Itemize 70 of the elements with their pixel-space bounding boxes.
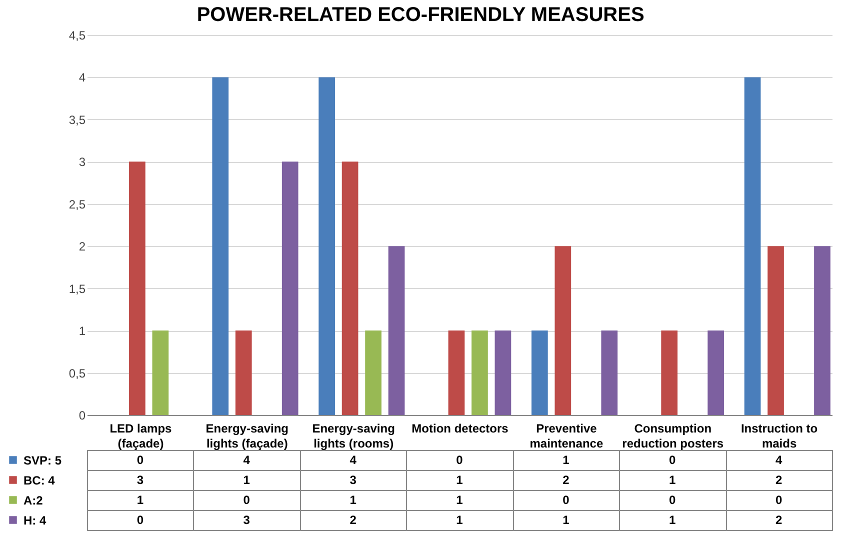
data-label: 1 bbox=[243, 473, 250, 487]
x-tick-label: Energy-saving lights (façade) bbox=[206, 422, 288, 450]
data-label: 0 bbox=[136, 453, 144, 467]
data-label: 0 bbox=[136, 513, 144, 527]
y-tick-label: 2 bbox=[78, 240, 86, 254]
chart-title: POWER-RELATED ECO-FRIENDLY MEASURES bbox=[196, 4, 644, 26]
x-tick-label: Preventive maintenance bbox=[530, 422, 604, 450]
y-tick-label: 0 bbox=[78, 408, 86, 422]
bar bbox=[448, 330, 465, 415]
data-label: 3 bbox=[350, 473, 357, 487]
data-label: 1 bbox=[456, 513, 464, 527]
legend-label: A:2 bbox=[24, 494, 44, 508]
data-label: 1 bbox=[562, 513, 570, 527]
y-tick-label: 1 bbox=[78, 324, 86, 338]
bar bbox=[494, 330, 512, 415]
bar bbox=[814, 246, 830, 415]
legend-label: BC: 4 bbox=[24, 474, 56, 488]
data-label: 3 bbox=[243, 513, 250, 527]
data-label: 0 bbox=[669, 493, 676, 507]
bar bbox=[601, 330, 618, 415]
y-tick-label: 0,5 bbox=[68, 366, 86, 380]
data-label: 2 bbox=[350, 513, 357, 527]
data-label: 1 bbox=[562, 453, 570, 467]
bar bbox=[744, 77, 761, 415]
bar bbox=[365, 330, 382, 415]
bar bbox=[235, 330, 252, 415]
data-label: 2 bbox=[562, 473, 570, 487]
bar bbox=[708, 330, 724, 415]
bar bbox=[388, 246, 405, 415]
data-label: 1 bbox=[669, 513, 676, 527]
data-label: 2 bbox=[775, 513, 782, 527]
x-tick-label: Instruction to maids bbox=[740, 422, 818, 450]
data-label: 0 bbox=[456, 453, 464, 467]
bar bbox=[472, 330, 488, 415]
x-tick-label: Consumption reduction posters bbox=[622, 422, 724, 450]
bar bbox=[282, 162, 298, 415]
bar bbox=[342, 162, 358, 415]
data-label: 1 bbox=[456, 473, 464, 487]
data-label: 4 bbox=[775, 453, 782, 467]
bar bbox=[129, 162, 146, 415]
data-label: 1 bbox=[669, 473, 676, 487]
legend-label: H: 4 bbox=[24, 514, 46, 528]
y-tick-label: 4,5 bbox=[68, 28, 86, 42]
data-label: 1 bbox=[456, 493, 464, 507]
bar bbox=[661, 330, 678, 415]
x-tick-label: Motion detectors bbox=[412, 422, 509, 436]
x-tick-label: LED lamps (façade) bbox=[110, 422, 172, 450]
bar bbox=[152, 330, 169, 415]
y-tick-label: 4 bbox=[78, 70, 86, 85]
legend-label: SVP: 5 bbox=[24, 454, 62, 468]
data-label: 2 bbox=[775, 473, 782, 487]
data-label: 0 bbox=[775, 493, 782, 507]
y-tick-label: 3 bbox=[78, 155, 86, 170]
data-label: 4 bbox=[243, 453, 250, 467]
data-label: 0 bbox=[669, 453, 676, 467]
bar bbox=[212, 77, 229, 415]
data-label: 3 bbox=[136, 473, 144, 487]
y-tick-label: 3,5 bbox=[68, 112, 86, 127]
bar bbox=[768, 246, 784, 415]
bar bbox=[554, 246, 572, 415]
y-tick-label: 2,5 bbox=[68, 197, 86, 212]
data-label: 1 bbox=[350, 493, 357, 507]
data-label: 4 bbox=[350, 453, 357, 467]
data-label: 0 bbox=[243, 493, 250, 507]
bar bbox=[318, 77, 335, 415]
data-label: 0 bbox=[562, 493, 570, 507]
x-tick-label: Energy-saving lights (rooms) bbox=[312, 422, 395, 450]
data-label: 1 bbox=[136, 493, 144, 507]
bar bbox=[531, 330, 548, 415]
y-tick-label: 1,5 bbox=[68, 282, 86, 296]
